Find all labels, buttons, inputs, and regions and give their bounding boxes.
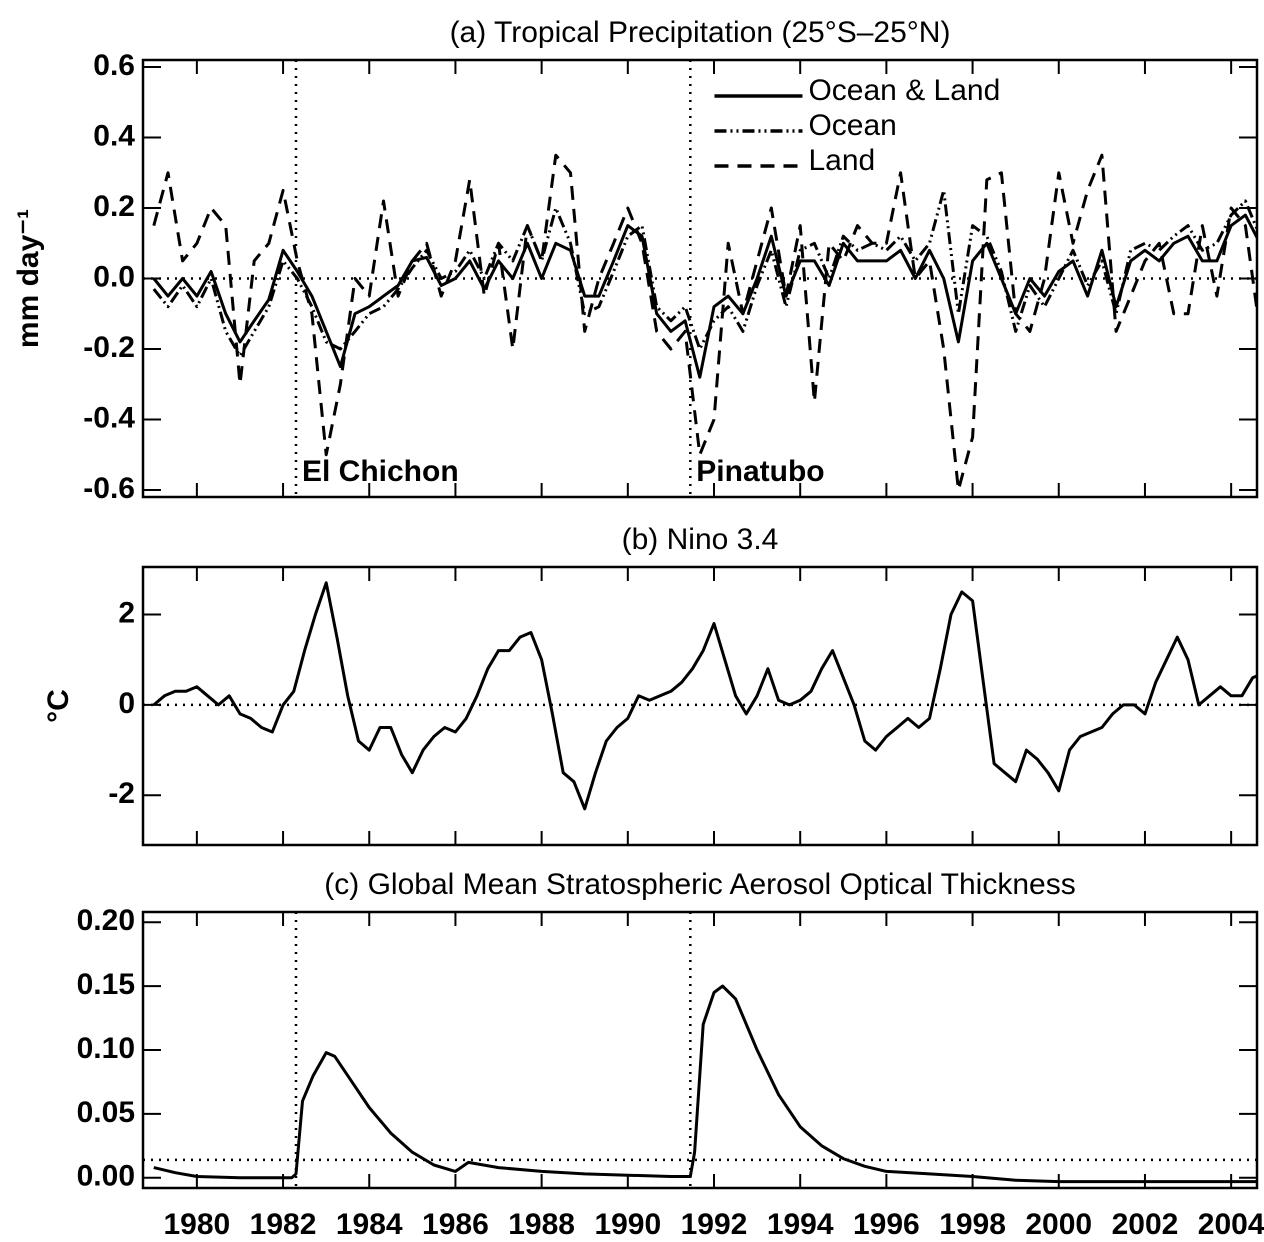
y-tick-label: 0.15 xyxy=(77,968,135,1001)
y-tick-label: 0.2 xyxy=(93,190,135,223)
y-tick-label: -0.4 xyxy=(83,401,135,434)
y-tick-label: 0.00 xyxy=(77,1160,135,1193)
x-tick-label: 1982 xyxy=(250,1208,317,1241)
data-line xyxy=(152,188,1257,358)
event-label: Pinatubo xyxy=(696,455,824,488)
x-tick-label: 2000 xyxy=(1025,1208,1092,1241)
y-tick-label: 0.10 xyxy=(77,1032,135,1065)
x-tick-label: 1986 xyxy=(422,1208,489,1241)
legend-label: Ocean xyxy=(808,109,896,142)
x-tick-label: 1980 xyxy=(163,1208,230,1241)
y-tick-label: -0.6 xyxy=(83,472,135,505)
y-tick-label: 0 xyxy=(118,687,135,720)
y-axis-label: °C xyxy=(42,689,75,723)
x-tick-label: 1994 xyxy=(767,1208,834,1241)
data-line xyxy=(152,213,1257,379)
y-tick-label: 0.6 xyxy=(93,49,135,82)
x-tick-label: 2004 xyxy=(1198,1208,1264,1241)
x-tick-label: 1998 xyxy=(939,1208,1006,1241)
legend-label: Land xyxy=(808,144,875,177)
y-axis-label: mm day⁻¹ xyxy=(12,209,45,348)
y-tick-label: 0.0 xyxy=(93,260,135,293)
x-tick-label: 1988 xyxy=(508,1208,575,1241)
plot-frame xyxy=(141,565,1259,847)
y-tick-label: -2 xyxy=(108,777,135,810)
chart-title: (a) Tropical Precipitation (25°S–25°N) xyxy=(450,16,951,49)
x-tick-label: 1990 xyxy=(594,1208,661,1241)
chart-title: (c) Global Mean Stratospheric Aerosol Op… xyxy=(324,868,1075,901)
plot-frame xyxy=(141,58,1259,499)
x-tick-label: 2002 xyxy=(1112,1208,1179,1241)
x-tick-label: 1992 xyxy=(681,1208,748,1241)
y-tick-label: 0.05 xyxy=(77,1096,135,1129)
x-tick-label: 1996 xyxy=(853,1208,920,1241)
x-tick-label: 1984 xyxy=(336,1208,403,1241)
legend-label: Ocean & Land xyxy=(808,74,1000,107)
y-tick-label: -0.2 xyxy=(83,331,135,364)
y-tick-label: 2 xyxy=(118,596,135,629)
event-label: El Chichon xyxy=(302,455,459,488)
y-tick-label: 0.20 xyxy=(77,904,135,937)
y-tick-label: 0.4 xyxy=(93,119,135,152)
data-line xyxy=(152,581,1257,811)
data-line xyxy=(153,984,1257,1184)
chart-title: (b) Nino 3.4 xyxy=(622,523,779,556)
